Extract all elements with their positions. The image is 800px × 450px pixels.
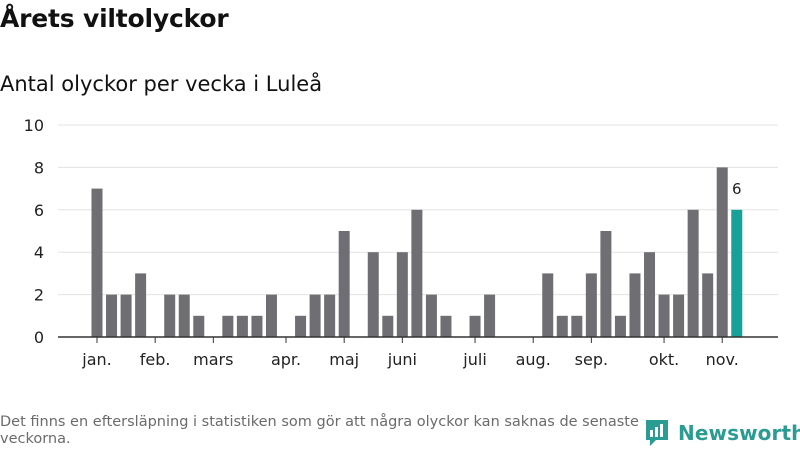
- chart-title: Årets viltolyckor: [0, 4, 229, 33]
- bar: [614, 315, 626, 337]
- bar: [193, 315, 205, 337]
- bar: [338, 231, 350, 337]
- bar: [236, 315, 248, 337]
- bar: [309, 294, 321, 337]
- x-tick-label: jan.: [81, 350, 111, 369]
- chart-subtitle: Antal olyckor per vecka i Luleå: [0, 72, 323, 96]
- bar: [644, 252, 656, 337]
- x-tick-label: apr.: [271, 350, 301, 369]
- bar: [251, 315, 263, 337]
- x-tick-label: aug.: [516, 350, 551, 369]
- y-tick-label: 4: [34, 243, 44, 262]
- bar: [556, 315, 568, 337]
- brand[interactable]: Newsworthy: [644, 418, 800, 448]
- x-tick-label: juli: [462, 350, 486, 369]
- x-tick-label: feb.: [140, 350, 171, 369]
- data-label: 6: [732, 180, 742, 198]
- bar-highlight: [731, 209, 743, 337]
- bar: [106, 294, 118, 337]
- x-tick-label: okt.: [649, 350, 679, 369]
- bar: [716, 167, 728, 337]
- x-tick-label: sep.: [575, 350, 608, 369]
- bar: [702, 273, 714, 337]
- brand-name: Newsworthy: [678, 421, 800, 445]
- bar: [440, 315, 452, 337]
- bar: [135, 273, 147, 337]
- bar: [222, 315, 234, 337]
- bar: [382, 315, 394, 337]
- bar: [469, 315, 481, 337]
- y-tick-label: 0: [34, 328, 44, 347]
- x-tick-label: mars: [193, 350, 233, 369]
- bar: [91, 188, 103, 337]
- y-tick-label: 8: [34, 158, 44, 177]
- bar: [411, 209, 423, 337]
- bar-chart: 0 2 4 6 8 10 jan. feb. mars apr. maj juni juli aug. se…: [24, 116, 778, 369]
- bar: [295, 315, 307, 337]
- x-tick-label: juni: [387, 350, 417, 369]
- bar: [265, 294, 277, 337]
- bar: [687, 209, 699, 337]
- bar: [425, 294, 437, 337]
- bar: [120, 294, 132, 337]
- y-tick-label: 2: [34, 286, 44, 305]
- bar: [673, 294, 685, 337]
- x-tick-label: maj: [329, 350, 359, 369]
- bar: [178, 294, 190, 337]
- bar: [396, 252, 408, 337]
- bar: [324, 294, 336, 337]
- bar: [585, 273, 597, 337]
- bar: [658, 294, 670, 337]
- bar: [542, 273, 554, 337]
- bar: [367, 252, 379, 337]
- y-tick-label: 6: [34, 201, 44, 220]
- bar: [600, 231, 612, 337]
- bar: [484, 294, 496, 337]
- x-tick-label: nov.: [706, 350, 739, 369]
- bar: [629, 273, 641, 337]
- newsworthy-logo-icon: [646, 420, 668, 446]
- y-tick-label: 10: [24, 116, 44, 135]
- bar: [571, 315, 583, 337]
- footnote: Det finns en eftersläpning i statistiken…: [0, 414, 639, 447]
- bar: [164, 294, 176, 337]
